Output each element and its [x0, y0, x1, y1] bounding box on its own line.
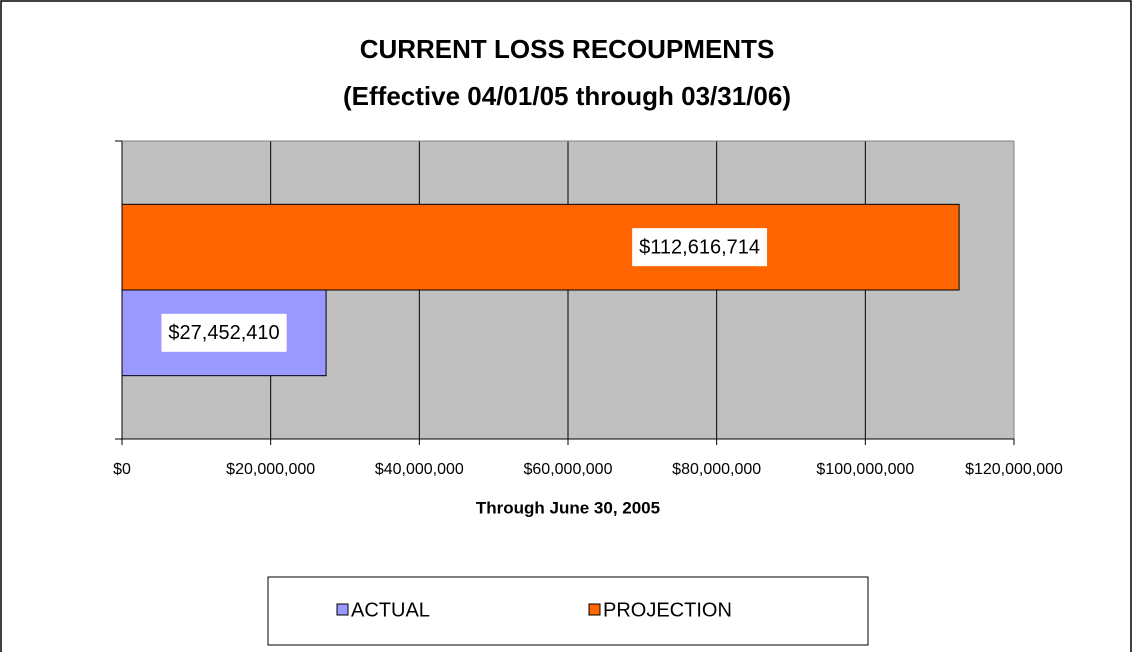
value-label-box — [161, 313, 287, 352]
x-tick-label: $120,000,000 — [965, 461, 1063, 478]
chart-title: CURRENT LOSS RECOUPMENTS — [360, 34, 775, 64]
legend-label: PROJECTION — [603, 599, 732, 621]
x-tick-label: $20,000,000 — [226, 461, 315, 478]
x-tick-label: $60,000,000 — [524, 461, 613, 478]
x-tick-label: $0 — [113, 461, 131, 478]
chart-subtitle: (Effective 04/01/05 through 03/31/06) — [343, 81, 791, 111]
legend-swatch — [336, 603, 349, 616]
x-tick-label: $100,000,000 — [816, 461, 914, 478]
x-tick-label: $40,000,000 — [375, 461, 464, 478]
value-label: $112,616,714 — [639, 236, 760, 258]
legend-label: ACTUAL — [351, 599, 430, 621]
x-axis-label: Through June 30, 2005 — [476, 498, 660, 517]
x-tick-label: $80,000,000 — [672, 461, 761, 478]
legend-swatch — [588, 603, 601, 616]
value-label-box — [632, 228, 768, 267]
legend-box — [267, 576, 869, 646]
bar — [121, 203, 960, 291]
value-label: $27,452,410 — [168, 322, 279, 344]
